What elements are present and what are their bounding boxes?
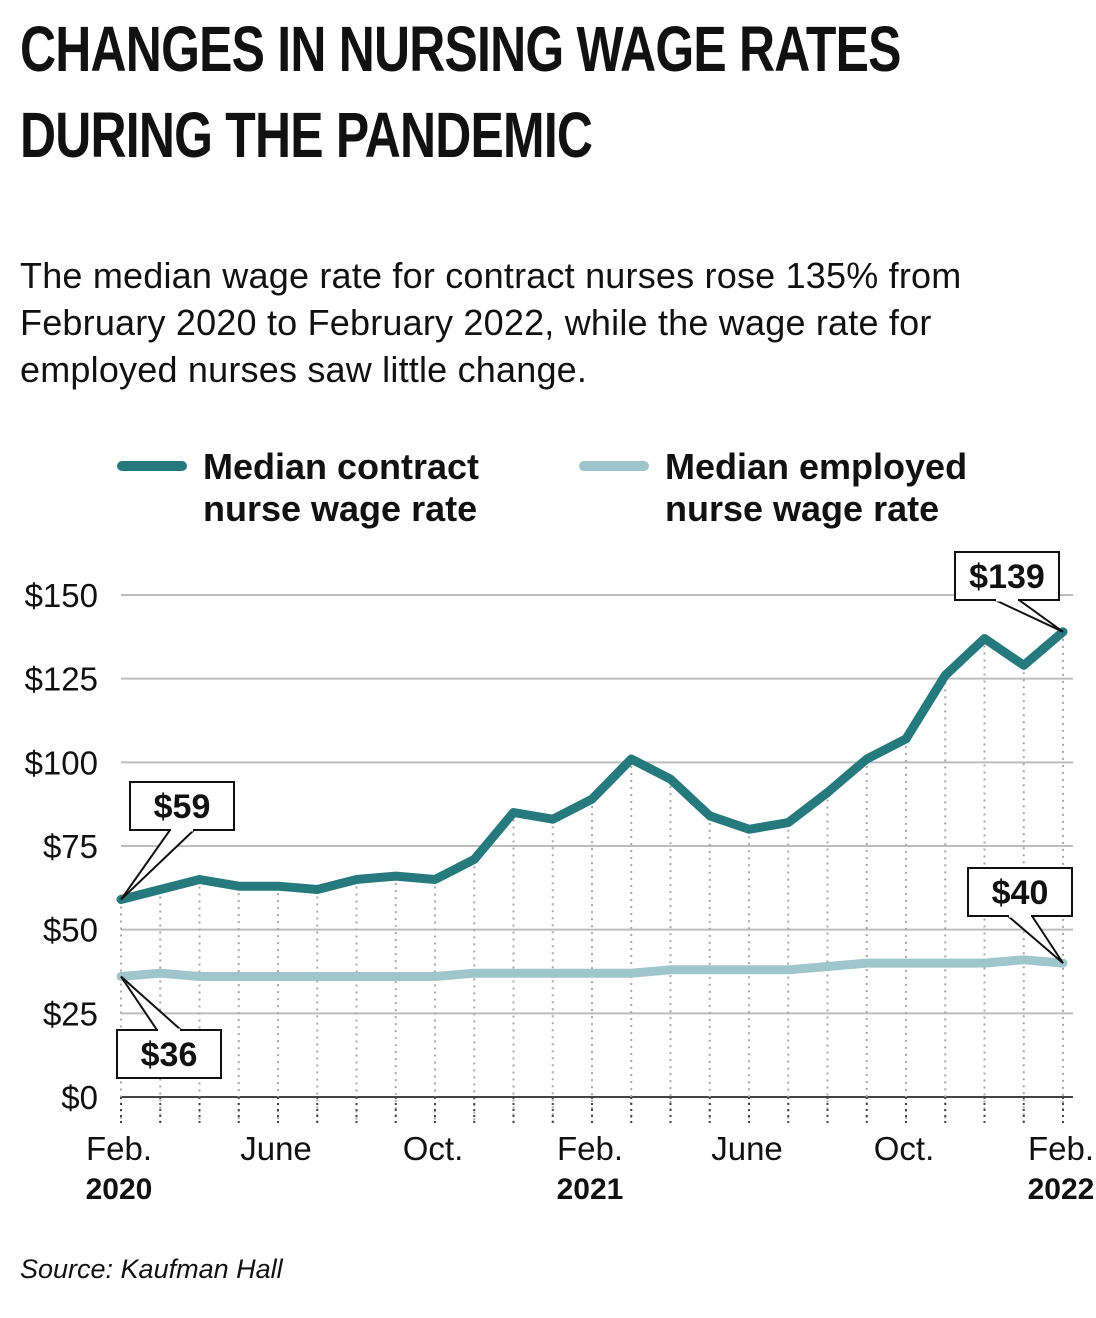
data-label-contract-0: $59 [154, 788, 211, 826]
point-contract-1 [159, 888, 162, 891]
point-employed-13 [630, 972, 633, 975]
point-contract-2 [198, 878, 201, 881]
point-contract-5 [316, 888, 319, 891]
point-contract-14 [669, 778, 672, 781]
point-contract-9 [473, 858, 476, 861]
point-contract-4 [277, 885, 279, 888]
legend-item-contract: Median contract nurse wage rate [117, 446, 543, 530]
y-tick-label-75: $75 [43, 828, 98, 865]
point-employed-6 [355, 975, 358, 978]
point-employed-4 [277, 975, 279, 978]
callout-employed-24: $40 [967, 867, 1073, 964]
point-employed-11 [551, 972, 554, 975]
point-employed-15 [708, 968, 711, 971]
point-employed-1 [159, 972, 162, 975]
chart-subtitle: The median wage rate for contract nurses… [20, 255, 962, 390]
y-tick-label-50: $50 [43, 912, 98, 949]
callout-pointer-contract-24 [994, 599, 1064, 633]
point-contract-23 [1022, 664, 1025, 667]
x-tick-year-24: 2022 [1028, 1173, 1095, 1206]
series-line-contract [116, 627, 1068, 904]
chart-title: CHANGES IN NURSING WAGE RATES DURING THE… [20, 6, 901, 178]
callout-box-employed-24 [967, 867, 1073, 917]
point-employed-14 [669, 968, 672, 971]
point-employed-7 [394, 975, 397, 978]
point-employed-16 [748, 968, 750, 971]
point-contract-20 [905, 737, 907, 740]
point-contract-7 [394, 875, 397, 878]
point-employed-9 [473, 972, 476, 975]
data-label-employed-24: $40 [992, 874, 1049, 912]
point-contract-17 [787, 821, 790, 824]
point-contract-10 [512, 811, 515, 814]
x-tick-year-12: 2021 [557, 1173, 624, 1206]
legend-label-contract: Median contract nurse wage rate [203, 446, 480, 529]
legend-item-employed: Median employed nurse wage rate [579, 446, 1005, 530]
y-tick-label-100: $100 [25, 744, 98, 781]
legend-swatch-employed [579, 461, 649, 471]
callout-employed-0: $36 [116, 975, 222, 1079]
point-contract-18 [826, 791, 829, 794]
point-employed-5 [316, 975, 319, 978]
y-tick-label-150: $150 [25, 577, 98, 614]
callout-contract-24: $139 [954, 551, 1064, 633]
y-tick-label-125: $125 [25, 661, 98, 698]
source-note: Source: Kaufman Hall [20, 1254, 283, 1284]
x-tick-label-24: Feb. [1028, 1130, 1094, 1167]
y-tick-label-25: $25 [43, 995, 98, 1032]
x-tick-year-0: 2020 [86, 1173, 153, 1206]
point-employed-19 [865, 962, 868, 965]
point-employed-2 [198, 975, 201, 978]
data-label-contract-24: $139 [969, 558, 1045, 596]
x-tick-label-12: Feb. [557, 1130, 623, 1167]
point-employed-18 [826, 965, 829, 968]
callout-contract-0: $59 [120, 781, 235, 901]
y-tick-label-0: $0 [61, 1079, 98, 1116]
callout-box-contract-0 [129, 781, 235, 831]
point-employed-20 [905, 962, 907, 965]
point-employed-10 [512, 972, 515, 975]
point-contract-11 [551, 818, 554, 821]
point-contract-8 [434, 878, 436, 881]
point-contract-12 [591, 798, 593, 801]
point-contract-15 [708, 814, 711, 817]
point-contract-16 [748, 828, 750, 831]
x-tick-label-0: Feb. [86, 1130, 152, 1167]
x-tick-label-20: Oct. [874, 1130, 935, 1167]
data-label-employed-0: $36 [141, 1036, 198, 1074]
callout-box-employed-0 [116, 1029, 222, 1079]
x-tick-label-16: June [711, 1130, 783, 1167]
point-contract-13 [630, 757, 633, 760]
point-employed-12 [591, 972, 593, 975]
point-employed-21 [944, 962, 947, 965]
legend-label-employed: Median employed nurse wage rate [665, 446, 968, 529]
callout-pointer-employed-0 [120, 975, 184, 1031]
legend-swatch-contract [117, 461, 187, 471]
point-employed-22 [983, 962, 986, 965]
title-line-1: CHANGES IN NURSING WAGE RATES [20, 13, 901, 85]
point-contract-21 [944, 674, 947, 677]
x-tick-label-8: Oct. [403, 1130, 464, 1167]
point-contract-3 [237, 885, 240, 888]
point-contract-6 [355, 878, 358, 881]
point-contract-19 [865, 757, 868, 760]
point-employed-3 [237, 975, 240, 978]
point-employed-8 [434, 975, 436, 978]
point-contract-22 [983, 637, 986, 640]
x-tick-label-4: June [240, 1130, 312, 1167]
title-line-2: DURING THE PANDEMIC [20, 99, 593, 171]
callout-box-contract-24 [954, 551, 1060, 601]
point-employed-23 [1022, 958, 1025, 961]
point-employed-17 [787, 968, 790, 971]
